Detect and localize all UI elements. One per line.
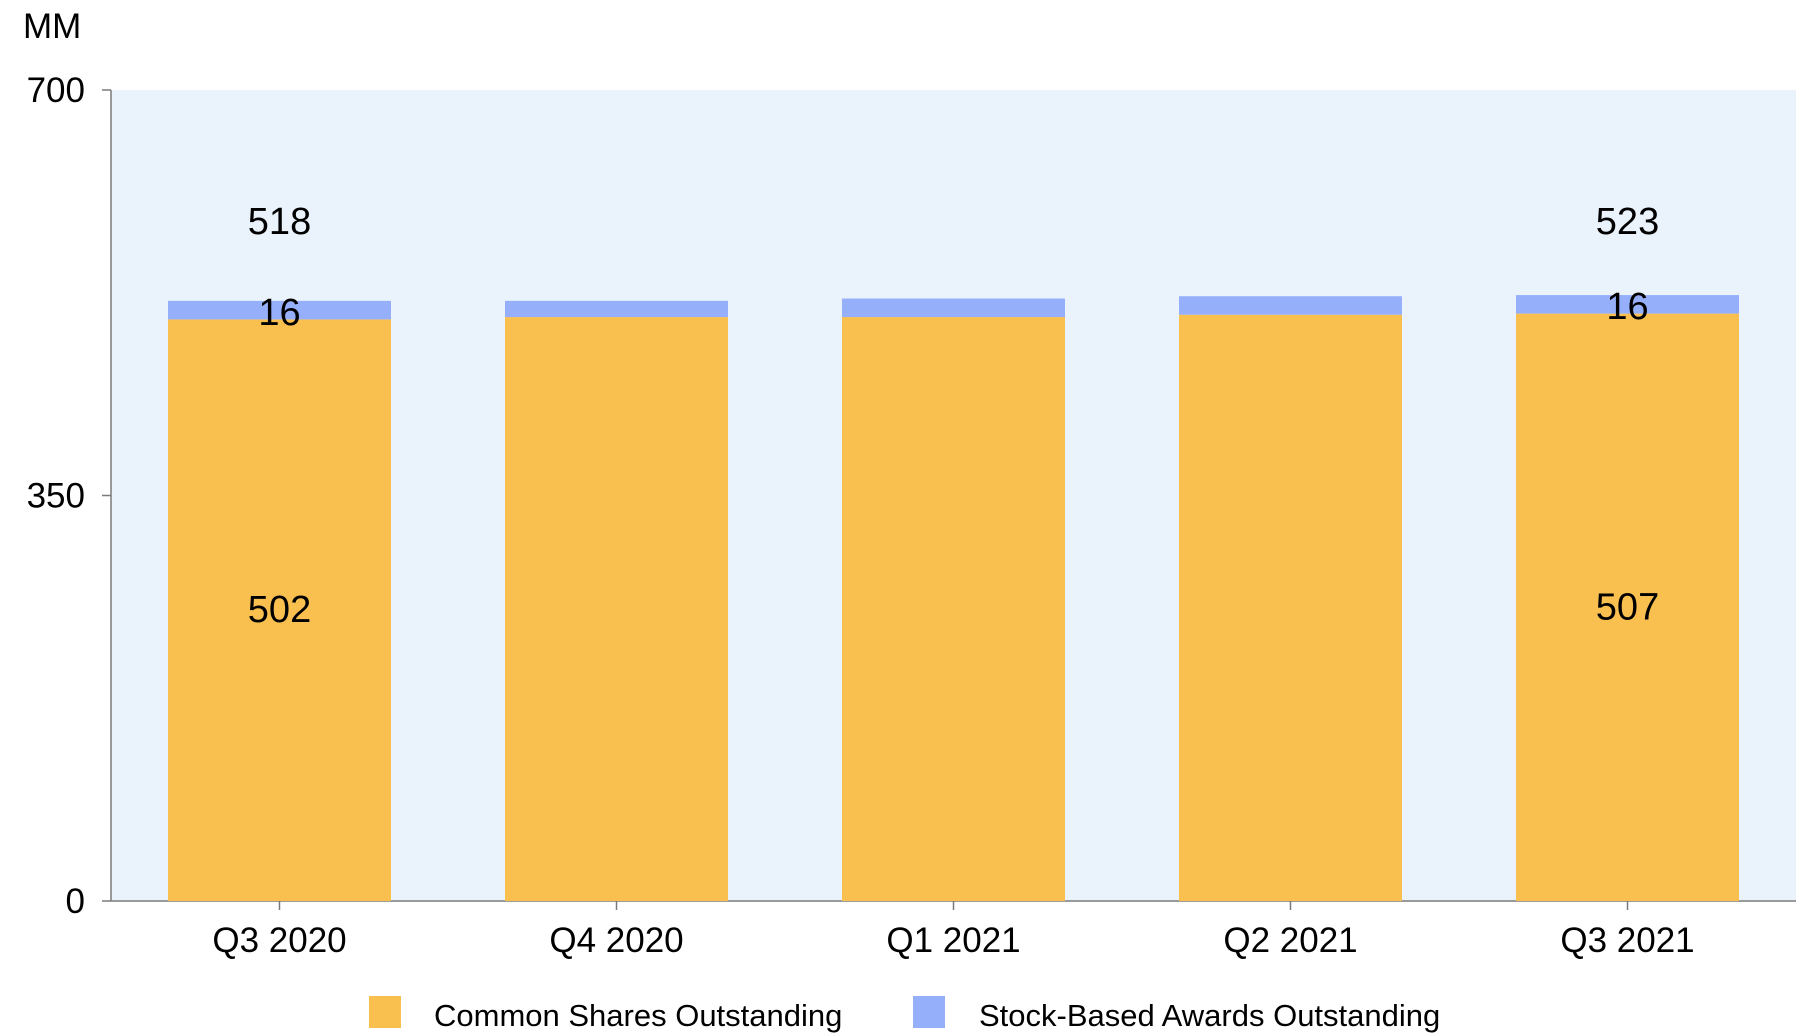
data-label: 507 bbox=[1596, 586, 1659, 628]
total-label: 523 bbox=[1596, 201, 1659, 243]
legend-label: Common Shares Outstanding bbox=[434, 998, 842, 1033]
bar-common-shares bbox=[842, 317, 1065, 902]
x-axis: Q3 2020 Q4 2020 Q1 2021 Q2 2021 Q3 2021 bbox=[111, 900, 1796, 960]
bar-stock-awards bbox=[1516, 295, 1739, 314]
data-label: 16 bbox=[258, 292, 300, 334]
x-tick-label: Q1 2021 bbox=[886, 921, 1020, 960]
bar-stock-awards bbox=[1179, 296, 1402, 315]
data-label: 502 bbox=[248, 589, 311, 631]
x-tick-label: Q3 2021 bbox=[1560, 921, 1694, 960]
total-label: 518 bbox=[248, 201, 311, 243]
x-tick-label: Q2 2021 bbox=[1223, 921, 1357, 960]
bar-stock-awards bbox=[168, 300, 391, 320]
y-tick-label: 0 bbox=[66, 882, 85, 921]
bar-common-shares bbox=[168, 319, 391, 901]
bar-stock-awards bbox=[505, 300, 728, 318]
bars bbox=[168, 295, 1739, 902]
legend-swatch bbox=[369, 996, 401, 1028]
legend: Common Shares Outstanding Stock-Based Awa… bbox=[369, 996, 1440, 1033]
legend-label: Stock-Based Awards Outstanding bbox=[979, 998, 1440, 1033]
y-tick-label: 700 bbox=[27, 71, 85, 110]
bar-stock-awards bbox=[842, 298, 1065, 318]
y-tick-label: 350 bbox=[27, 477, 85, 516]
y-axis: 0 350 700 bbox=[27, 71, 112, 921]
data-label: 16 bbox=[1606, 286, 1648, 328]
bar-common-shares bbox=[1179, 314, 1402, 902]
y-unit-label: MM bbox=[23, 7, 81, 46]
bar-common-shares bbox=[505, 317, 728, 902]
x-tick-label: Q3 2020 bbox=[212, 921, 346, 960]
legend-swatch bbox=[913, 996, 945, 1028]
bar-common-shares bbox=[1516, 313, 1739, 902]
x-tick-label: Q4 2020 bbox=[549, 921, 683, 960]
data-labels: 502 16 518 507 16 523 bbox=[248, 201, 1659, 631]
